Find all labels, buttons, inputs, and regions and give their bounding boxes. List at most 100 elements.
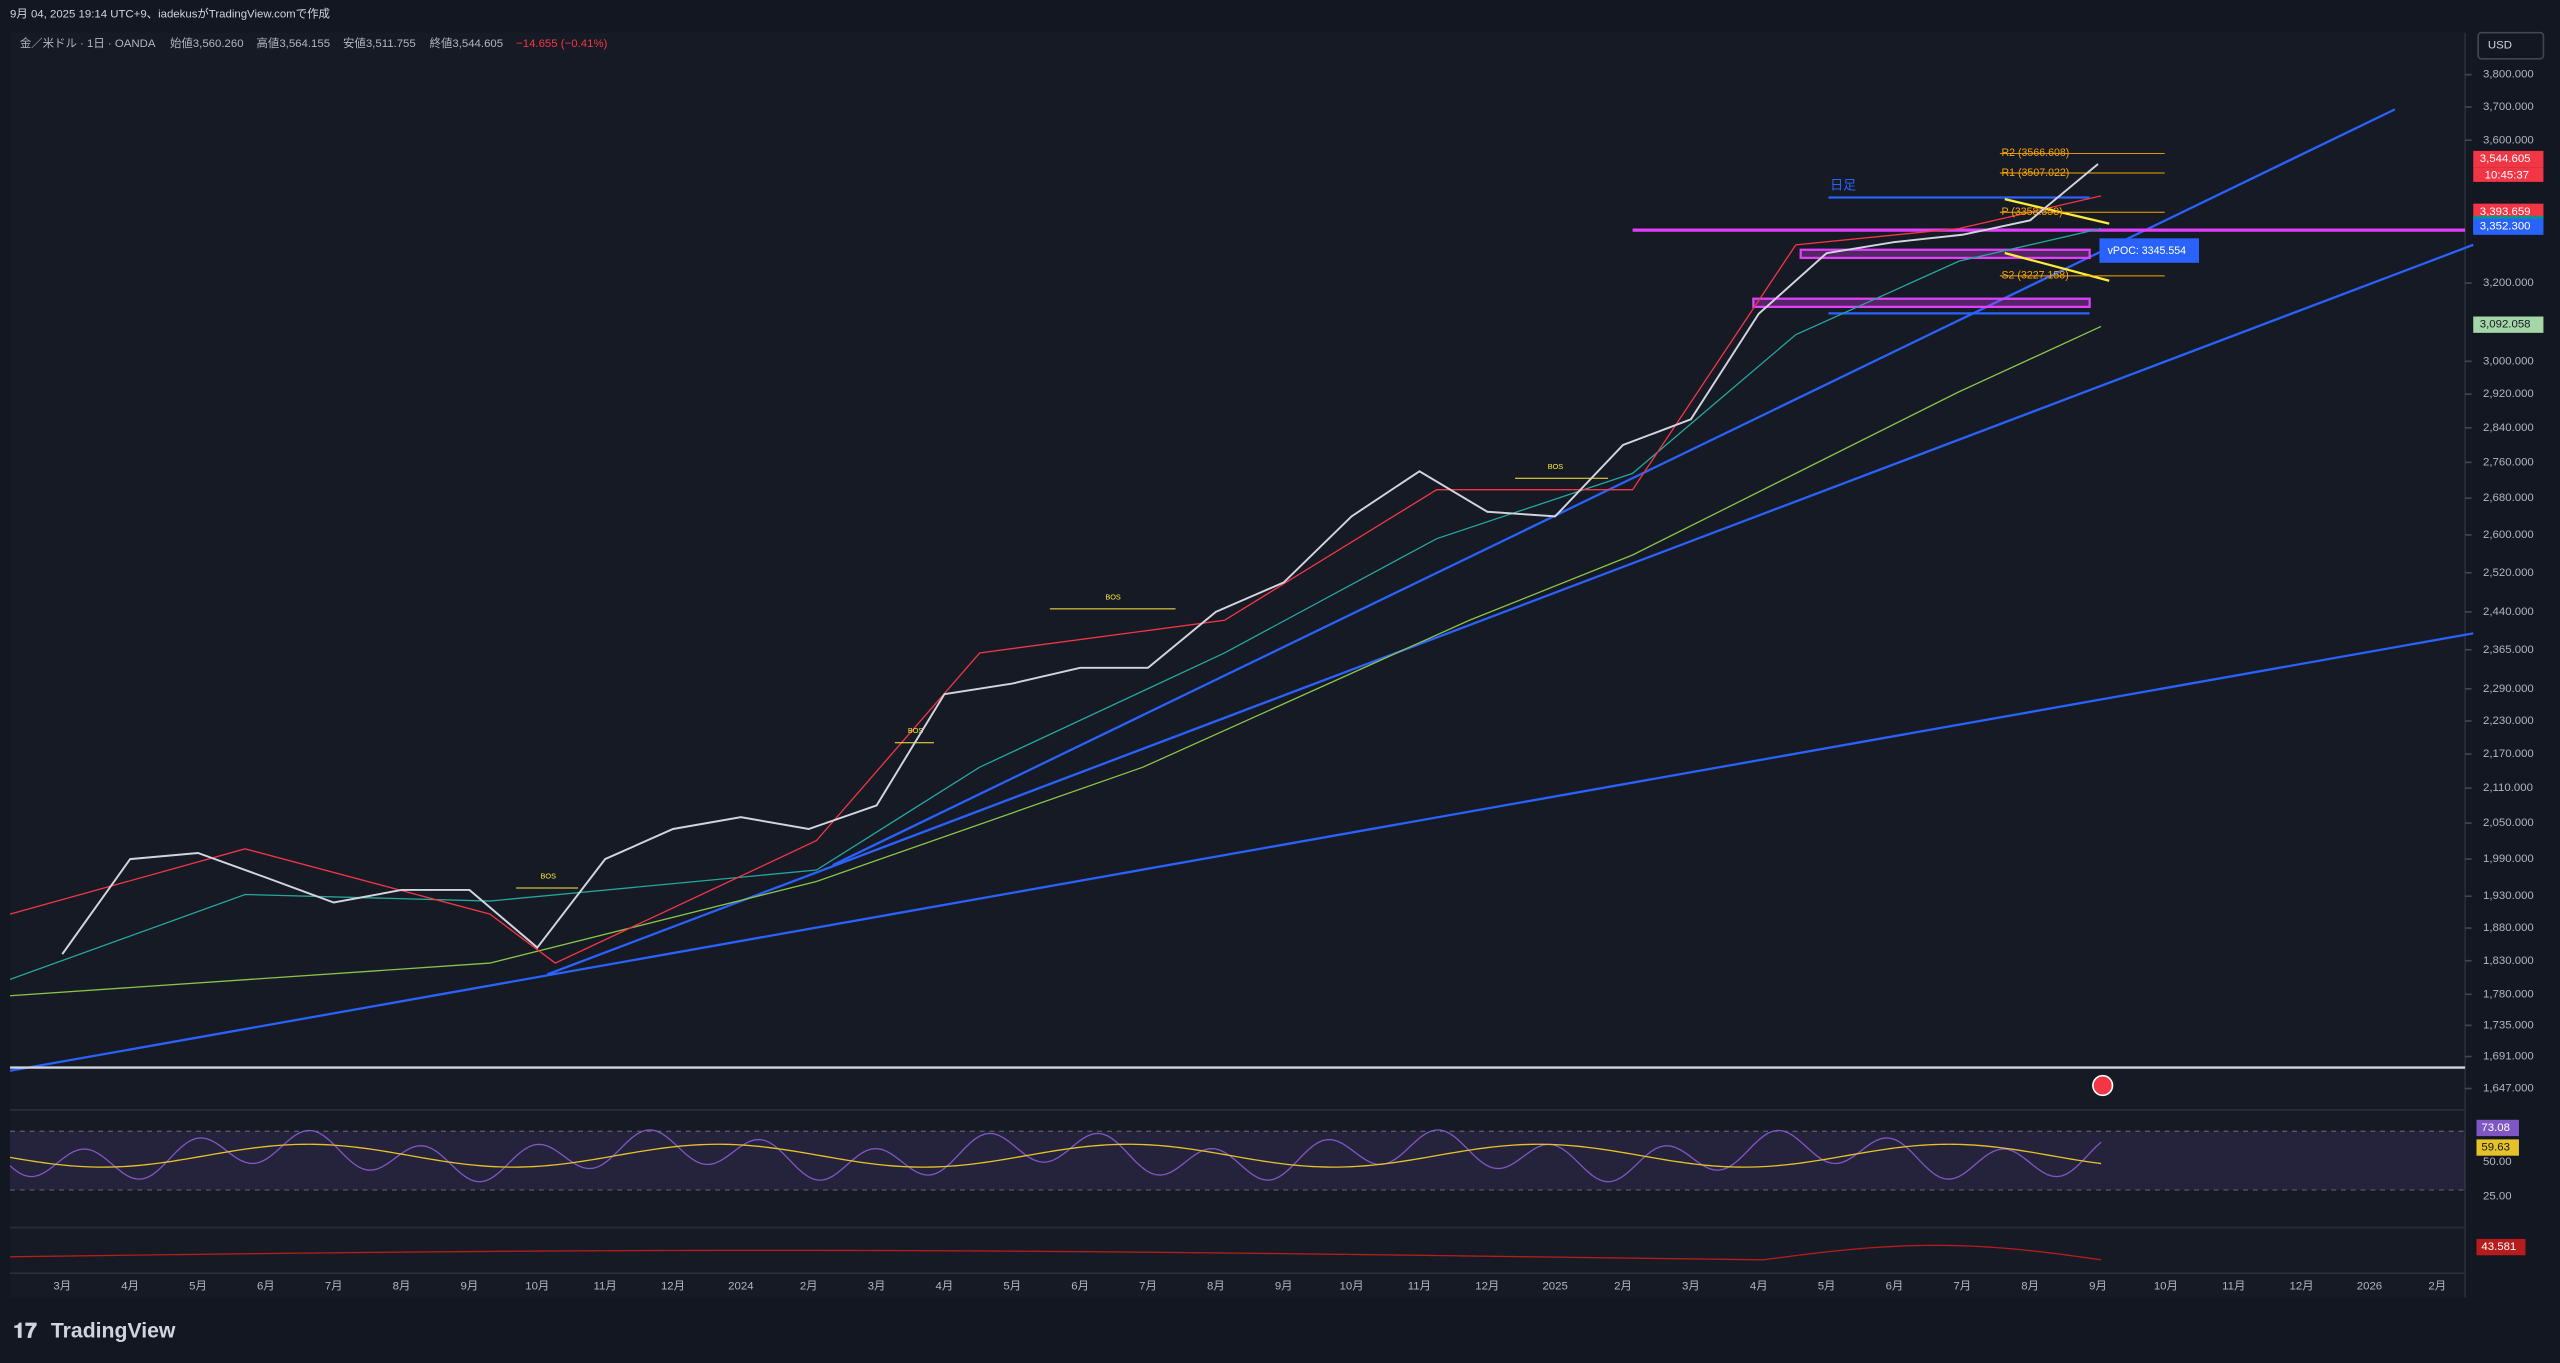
x-tick-label: 2月 [1614,1280,1632,1292]
y-tick-label: 2,050.000 [2483,817,2534,829]
currency-button[interactable] [2477,31,2545,60]
vpoc-label: vPOC: 3345.554 [2108,245,2187,257]
legend-close: 終値3,544.605 [430,36,504,50]
price-line [61,163,2099,955]
y-tick-label: 2,290.000 [2483,683,2534,695]
legend-symbol: 金／米ドル · 1日 · OANDA [20,36,156,50]
price-tag-label: 3,393.659 [2480,206,2531,218]
bos-label: BOS [541,872,557,881]
y-tick-label: 2,600.000 [2483,529,2534,541]
y-tick-label: 2,365.000 [2483,644,2534,656]
event-icon[interactable] [2092,1074,2114,1097]
x-tick-label: 11月 [1408,1280,1431,1292]
price-tag [2473,218,2544,235]
x-tick-label: 2024 [728,1280,754,1292]
rsi-ma-line [9,1143,2102,1168]
trend-line [9,632,2474,1072]
chart-area [10,32,2466,1298]
x-tick-label: 9月 [2089,1280,2107,1292]
x-tick-label: 2025 [1542,1280,1567,1292]
y-tick-label: 2,920.000 [2483,388,2534,400]
x-tick-label: 12月 [2290,1280,2314,1292]
currency[interactable]: USD [2488,40,2512,52]
price-tag [2473,150,2544,168]
x-tick-label: 2月 [800,1280,818,1292]
y-tick-label: 1,830.000 [2483,955,2534,967]
trend-line [546,243,2474,976]
x-tick-label: 6月 [1886,1280,1904,1292]
y-tick-label: 1,990.000 [2483,853,2534,865]
y-tick-label: 3,600.000 [2483,134,2534,146]
x-tick-label: 10月 [525,1280,549,1292]
x-tick-label: 11月 [2222,1280,2245,1292]
lower-tag [2476,1238,2526,1256]
x-tick-label: 10月 [2154,1280,2178,1292]
rsi-tag [2476,1119,2519,1137]
moving-average [9,195,2102,964]
timeframe-label: 日足 [1830,178,1856,193]
rsi-axis-label: 50.00 [2483,1156,2512,1168]
legend-high: 高値3,564.155 [257,36,331,50]
trend-line [832,108,2396,867]
y-tick-label: 2,760.000 [2483,456,2534,468]
x-tick-label: 6月 [257,1280,275,1292]
moving-average [9,227,2102,981]
countdown: 10:45:37 [2485,169,2529,181]
x-tick-label: 7月 [325,1280,343,1292]
rsi-line [9,1129,2102,1183]
x-tick-label: 3月 [1682,1280,1700,1292]
price-tag-label: 3,352.300 [2480,221,2531,233]
y-tick-label: 1,780.000 [2483,988,2534,1000]
x-tick-label: 9月 [1275,1280,1293,1292]
y-tick-label: 3,700.000 [2483,101,2534,113]
x-tick-label: 2026 [2357,1280,2382,1292]
y-tick-label: 2,110.000 [2483,782,2533,794]
y-tick-label: 1,647.000 [2483,1083,2534,1095]
lower-tag-label: 43.581 [2481,1241,2516,1253]
y-tick-label: 2,440.000 [2483,606,2534,618]
pivot-label: S2 (3227.158) [2001,270,2068,282]
moving-average [9,325,2102,997]
x-tick-label: 5月 [189,1280,207,1292]
zone [1799,248,2091,260]
price-tag [2473,316,2544,333]
x-tick-label: 12月 [1475,1280,1499,1292]
y-tick-label: 3,000.000 [2483,355,2534,367]
drawings [9,108,2474,1072]
legend-open: 始値3,560.260 [170,36,244,50]
y-tick-label: 2,680.000 [2483,492,2534,504]
caption: 9月 04, 2025 19:14 UTC+9、iadekusがTradingV… [10,7,330,21]
wedge-line [2004,198,2110,225]
rsi-axis-label: 25.00 [2483,1191,2512,1203]
x-tick-label: 8月 [1207,1280,1225,1292]
vpoc-box [2099,238,2200,263]
y-tick-label: 2,230.000 [2483,715,2534,727]
brand-mark: 𝟏𝟕 [13,1320,37,1343]
pivot-label: P (3358.353) [2001,206,2062,218]
legend-change: −14.655 (−0.41%) [516,38,608,50]
x-tick-label: 4月 [1750,1280,1768,1292]
footer [0,1300,2560,1363]
y-tick-label: 2,520.000 [2483,567,2534,579]
rsi-tag-label: 73.08 [2481,1122,2510,1134]
x-tick-label: 3月 [53,1280,71,1292]
x-tick-label: 10月 [1340,1280,1364,1292]
x-tick-label: 8月 [2021,1280,2039,1292]
x-tick-label: 12月 [661,1280,685,1292]
indicator-line [10,1244,2102,1261]
x-tick-label: 5月 [1003,1280,1021,1292]
rsi-band [10,1131,2466,1190]
x-tick-label: 11月 [594,1280,617,1292]
x-tick-label: 6月 [1071,1280,1089,1292]
x-tick-label: 3月 [868,1280,886,1292]
y-tick-label: 1,691.000 [2483,1051,2534,1063]
rsi-tag [2476,1139,2519,1156]
x-tick-label: 2月 [2428,1280,2446,1292]
bos-label: BOS [908,726,924,735]
x-tick-label: 4月 [936,1280,954,1292]
y-tick-label: 3,200.000 [2483,277,2534,289]
y-tick-label: 3,800.000 [2483,69,2534,81]
y-tick-label: 2,840.000 [2483,422,2534,434]
y-tick-label: 1,930.000 [2483,890,2534,902]
